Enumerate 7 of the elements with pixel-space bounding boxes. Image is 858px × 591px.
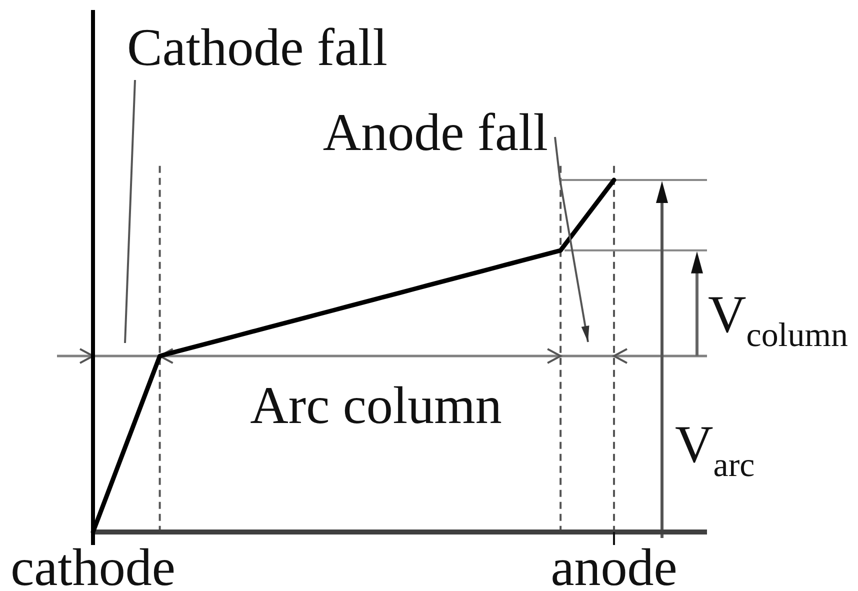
text: V$_{arc}$ [675,416,755,484]
annotation: Arc column [250,377,502,435]
text: Anode fall [322,104,548,162]
x-tick-label: cathode [10,539,176,591]
text: V$_{column}$ [708,286,848,354]
text: Cathode fall [127,19,388,77]
x-tick-label: anode [550,539,678,591]
